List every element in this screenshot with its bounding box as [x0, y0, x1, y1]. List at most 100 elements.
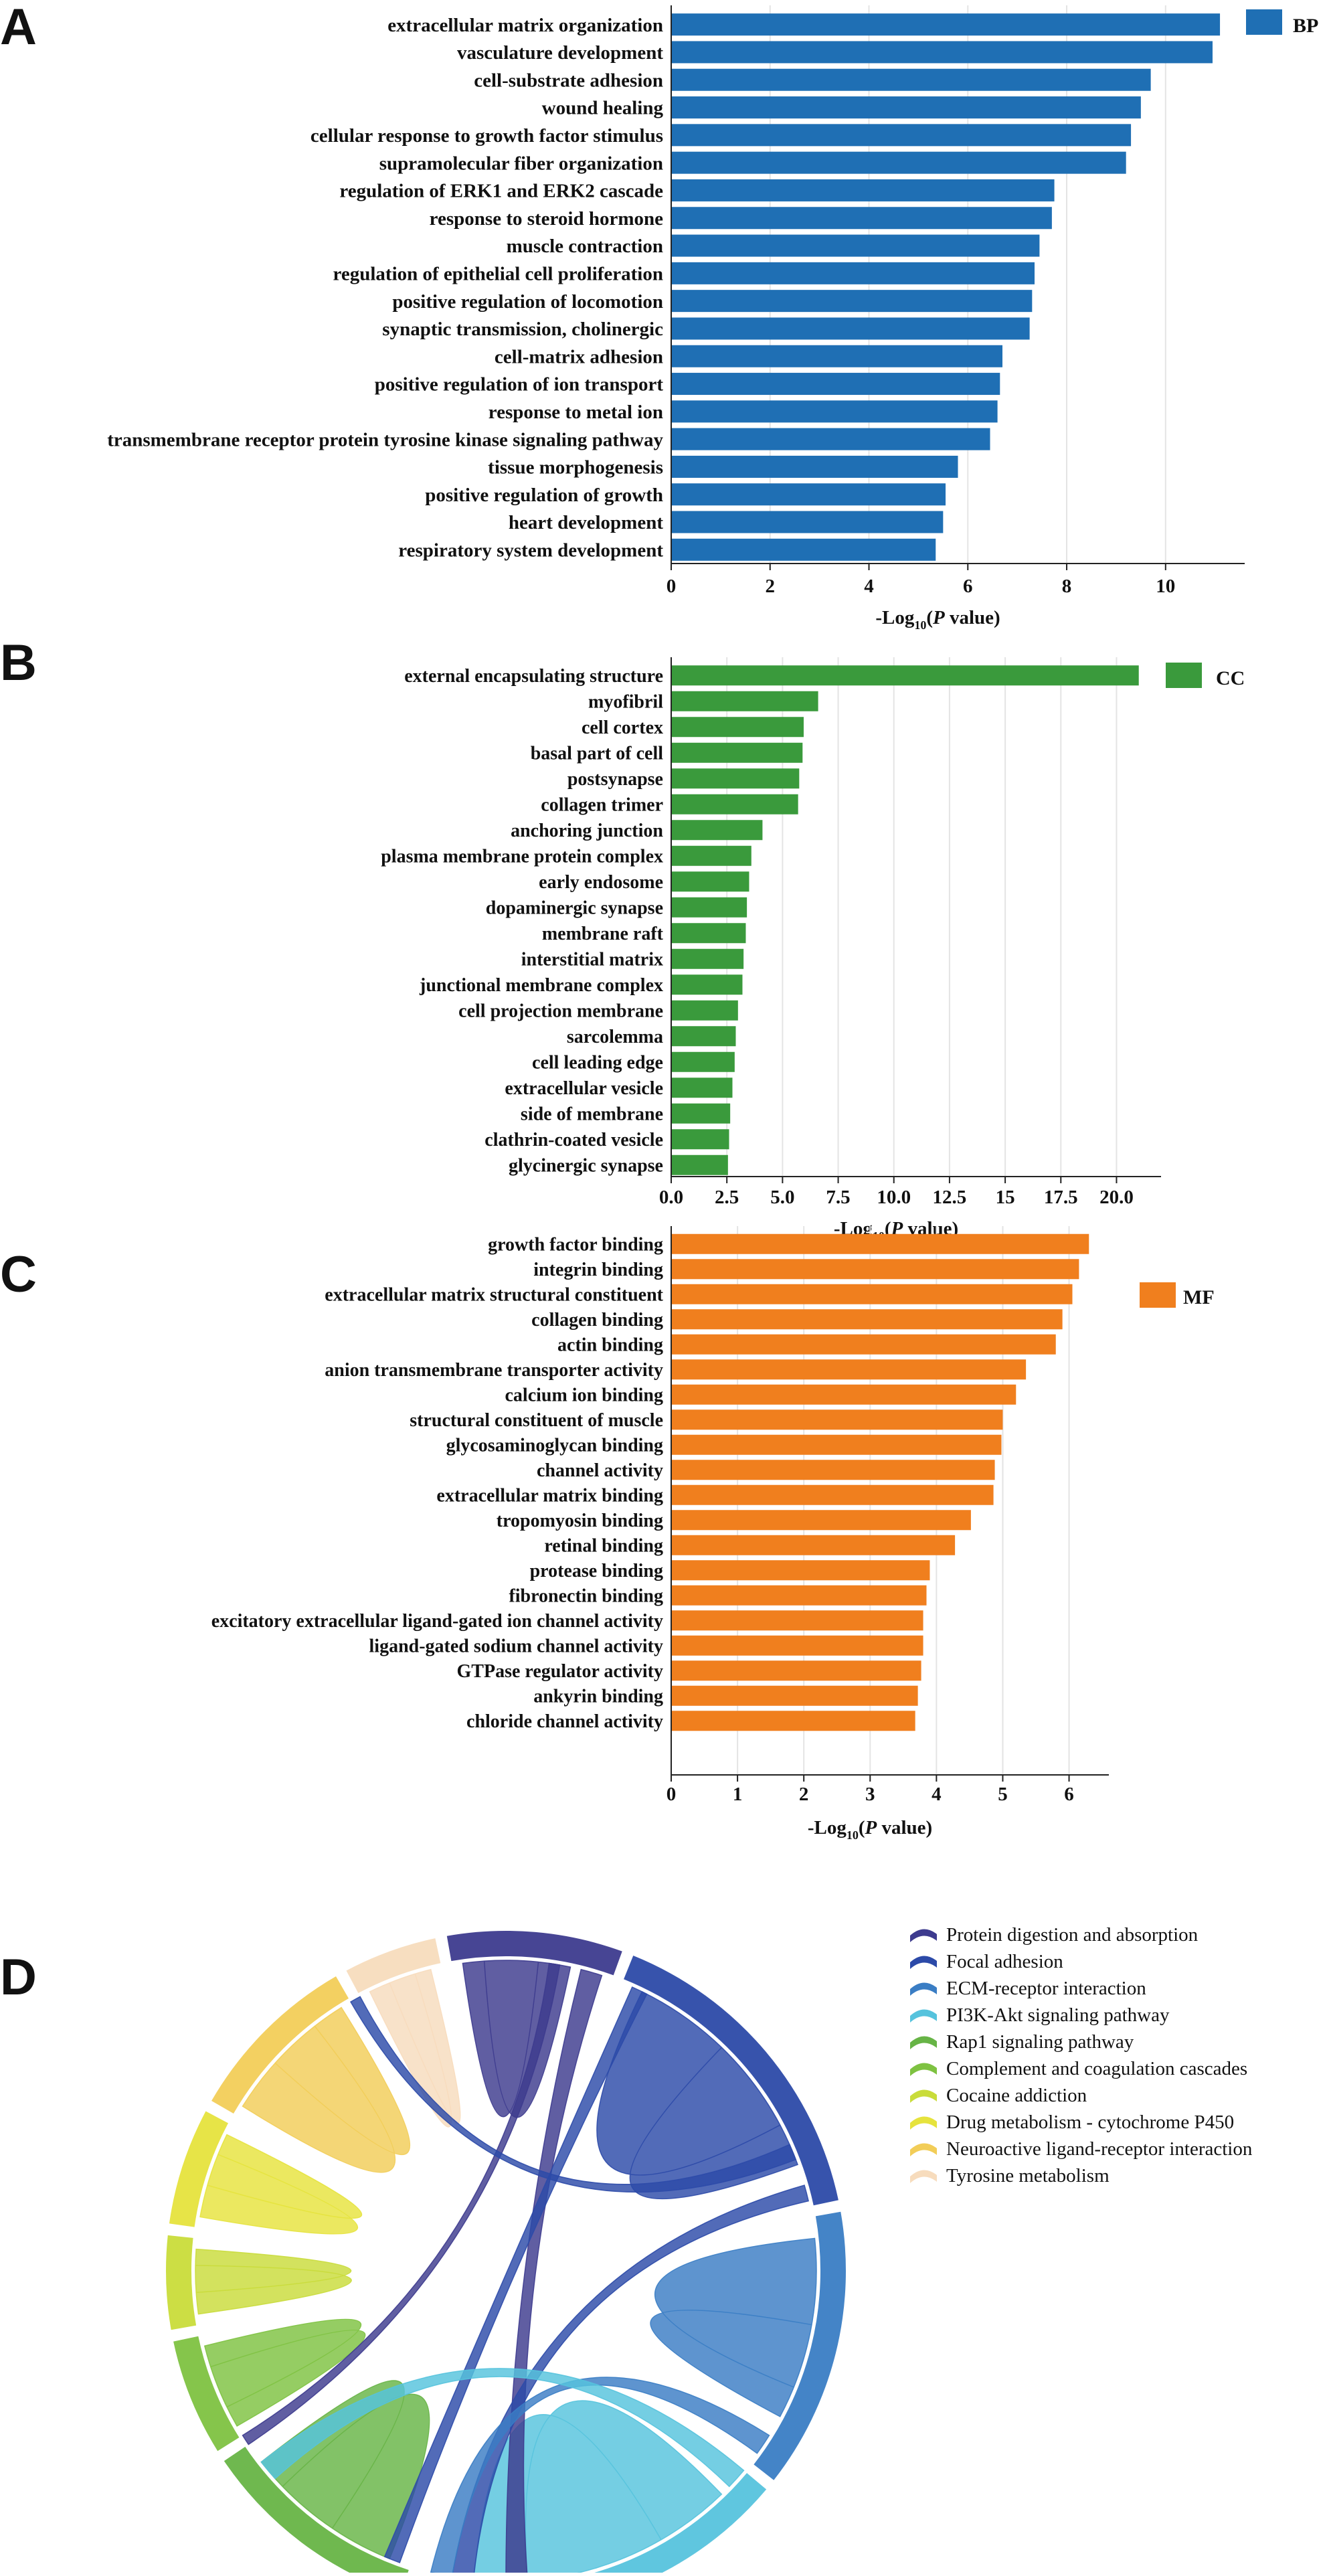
mf-category-label: protease binding [530, 1561, 663, 1581]
bp-bar [671, 428, 990, 450]
mf-tick-label: 6 [1064, 1784, 1074, 1805]
mf-bar [671, 1484, 994, 1505]
mf-bar [671, 1233, 1089, 1254]
mf-tick-label: 4 [932, 1784, 942, 1805]
chord-sector-arc [418, 2473, 767, 2576]
bp-bar [671, 262, 1035, 284]
chord-legend-swatch [910, 1982, 937, 1996]
cc-category-label: membrane raft [542, 924, 664, 944]
cc-tick-label: 20.0 [1099, 1187, 1134, 1208]
mf-category-label: anion transmembrane transporter activity [325, 1360, 663, 1381]
mf-bar [671, 1359, 1027, 1380]
cc-bar [671, 1000, 738, 1021]
chord-legend-swatch [910, 2009, 937, 2023]
mf-bar [671, 1259, 1079, 1280]
chord-legend-swatch [910, 1956, 937, 1969]
mf-category-label: actin binding [557, 1335, 663, 1356]
cc-tick-label: 17.5 [1044, 1187, 1078, 1208]
cc-category-label: early endosome [539, 872, 663, 893]
bp-category-label: cell-matrix adhesion [495, 346, 663, 367]
chord-legend-swatch [910, 2170, 937, 2183]
panel-label-a: A [0, 0, 37, 56]
cc-category-label: collagen trimer [541, 795, 663, 816]
bp-category-label: supramolecular fiber organization [379, 153, 663, 174]
bp-bar [671, 345, 1002, 367]
bp-tick-label: 10 [1156, 576, 1175, 597]
mf-category-label: retinal binding [544, 1536, 663, 1557]
chord-legend-label: Complement and coagulation cascades [946, 2058, 1247, 2079]
chord-ribbon [260, 2368, 745, 2488]
pathway-chord-diagram: Protein digestion and absorption Focal ad… [166, 1924, 1253, 2576]
mf-category-label: growth factor binding [488, 1235, 663, 1256]
chord-ribbon [242, 2006, 411, 2173]
cc-bar [671, 897, 747, 918]
chord-legend-label: Neuroactive ligand-receptor interaction [946, 2138, 1253, 2160]
mf-category-label: tropomyosin binding [497, 1511, 663, 1531]
mf-bar [671, 1460, 995, 1480]
bp-category-label: regulation of epithelial cell proliferat… [333, 264, 663, 285]
cc-bar [671, 1129, 729, 1150]
cc-bar [671, 1026, 736, 1047]
cc-bar [671, 845, 751, 866]
chord-legend-label: Cocaine addiction [946, 2085, 1087, 2106]
mf-legend-swatch [1140, 1282, 1176, 1308]
chord-legend-label: Focal adhesion [946, 1951, 1063, 1972]
cc-bar [671, 974, 743, 995]
chord-ribbon [203, 2318, 366, 2427]
bp-bar [671, 13, 1221, 36]
chord-sector-arc [446, 1931, 622, 1976]
chord-sector-arc [624, 1955, 838, 2206]
cc-category-label: side of membrane [521, 1104, 663, 1125]
cc-bar [671, 768, 800, 789]
chord-sector-arc [754, 2211, 846, 2480]
mf-bar [671, 1284, 1073, 1304]
chord-legend-label: Rap1 signaling pathway [946, 2031, 1134, 2053]
bp-bar [671, 290, 1033, 313]
mf-bar [671, 1660, 921, 1681]
chord-legend-label: Drug metabolism - cytochrome P450 [946, 2112, 1234, 2133]
chord-ribbon [369, 1968, 461, 2128]
cc-bar [671, 1154, 728, 1175]
bp-bar [671, 179, 1055, 201]
chord-sector-arc [224, 2446, 409, 2576]
mf-category-label: extracellular matrix binding [436, 1486, 663, 1507]
cc-legend-swatch [1166, 663, 1202, 688]
bp-category-label: positive regulation of ion transport [375, 374, 664, 396]
cc-tick-label: 10.0 [877, 1187, 911, 1208]
mf-bar [671, 1434, 1002, 1455]
cc-category-label: interstitial matrix [521, 950, 663, 970]
mf-category-label: ligand-gated sodium channel activity [369, 1636, 663, 1657]
chord-legend-swatch [910, 2116, 937, 2130]
cc-tick-label: 15 [996, 1187, 1015, 1208]
cc-category-label: extracellular vesicle [505, 1078, 663, 1099]
cc-bar [671, 923, 746, 944]
bp-tick-label: 6 [963, 576, 973, 597]
bp-category-label: positive regulation of growth [425, 485, 663, 506]
bp-category-label: vasculature development [457, 42, 663, 64]
mf-bar [671, 1560, 930, 1581]
bp-category-label: synaptic transmission, cholinergic [382, 319, 663, 340]
bp-bar [671, 234, 1040, 257]
cc-bar [671, 1051, 735, 1072]
cc-bar [671, 820, 763, 841]
cc-bar [671, 948, 744, 969]
cc-category-label: sarcolemma [567, 1027, 663, 1047]
mf-tick-label: 2 [799, 1784, 809, 1805]
mf-category-label: glycosaminoglycan binding [446, 1436, 663, 1456]
mf-bar [671, 1334, 1056, 1355]
bp-bar [671, 317, 1030, 340]
cc-category-label: junctional membrane complex [419, 975, 663, 996]
bp-bar [671, 124, 1132, 147]
cc-tick-label: 0.0 [659, 1187, 683, 1208]
mf-category-label: calcium ion binding [505, 1385, 663, 1406]
bp-tick-label: 4 [864, 576, 874, 597]
mf-category-label: GTPase regulator activity [457, 1661, 663, 1682]
mf-bar-chart: growth factor binding integrin binding ext… [211, 1226, 1215, 1842]
mf-category-label: collagen binding [531, 1310, 663, 1330]
cc-legend-label: CC [1216, 667, 1245, 689]
bp-bar [671, 151, 1126, 174]
mf-category-label: structural constituent of muscle [410, 1410, 663, 1431]
cc-bar [671, 691, 818, 711]
